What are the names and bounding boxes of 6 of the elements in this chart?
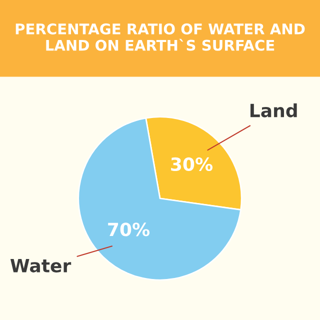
slice-label: Land <box>250 103 297 118</box>
data-label: 30% <box>171 157 213 172</box>
chart-title: PERCENTAGE RATIO OF WATER AND LAND ON EARTH`S SURFACE <box>16 23 305 51</box>
pie-slice <box>78 117 242 281</box>
slice-label: Water <box>10 259 72 272</box>
data-label: 70% <box>108 222 150 236</box>
